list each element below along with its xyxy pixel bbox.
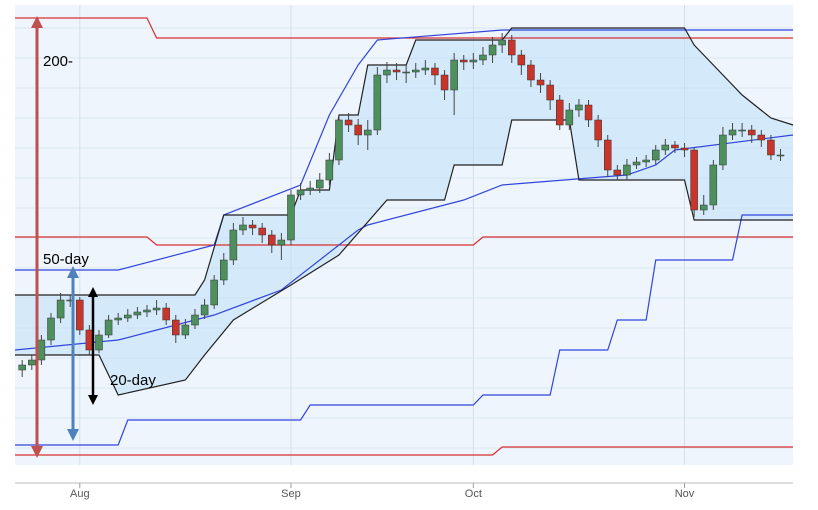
candle-body (364, 129, 372, 136)
candle-body (354, 124, 362, 136)
candle-body (143, 309, 151, 313)
candle-body (584, 104, 593, 121)
candle-body (498, 39, 506, 46)
candle-body (603, 139, 612, 171)
candle-body (632, 161, 641, 166)
x-tick-label: Nov (675, 488, 695, 500)
candle-body (383, 69, 391, 76)
plot-layer (14, 17, 794, 456)
candle-body (220, 259, 228, 281)
candle-body (412, 69, 420, 73)
candle-body (594, 119, 602, 141)
candle-body (460, 59, 468, 63)
channel-line (15, 27, 794, 296)
candle-body (114, 317, 122, 321)
x-tick-label: Sep (281, 488, 301, 500)
channel-line (15, 236, 793, 246)
candle-body (651, 149, 660, 161)
channel-line (15, 17, 793, 39)
candle-body (287, 194, 295, 241)
candle-body (316, 179, 324, 189)
candle-body (623, 164, 631, 176)
candle-body (76, 299, 84, 331)
x-tick-label: Aug (70, 488, 90, 500)
candle-body (28, 359, 36, 366)
candle-body (431, 67, 439, 76)
candle-body (747, 129, 756, 136)
annotation: 200- (43, 53, 73, 70)
candle-body (306, 187, 314, 191)
candle-body (325, 159, 334, 181)
candle-body (191, 314, 199, 326)
candle-body (719, 134, 727, 166)
candle-body (296, 189, 305, 196)
candle-body (104, 319, 113, 336)
candle-body (690, 149, 698, 211)
grid: Aug Sep Oct Nov (15, 5, 793, 500)
candle-body (95, 334, 103, 351)
candle-body (671, 144, 679, 149)
channel-line (15, 29, 793, 271)
channel-line (15, 214, 793, 446)
candle-body (133, 311, 142, 316)
candle-body (469, 59, 478, 63)
candle-body (709, 164, 718, 206)
candle-body (440, 74, 449, 91)
candle-body (546, 84, 554, 101)
candle-body (699, 204, 708, 211)
candle-body (124, 314, 132, 319)
candle-body (661, 144, 670, 151)
channel-line (15, 119, 793, 396)
candle-body (527, 64, 535, 81)
candle-body (767, 139, 775, 156)
candle-body (565, 109, 574, 126)
candle-body (210, 279, 218, 306)
candle-body (152, 307, 161, 311)
candle-body (258, 227, 266, 236)
candle-body (239, 224, 247, 231)
candle-body (680, 147, 689, 151)
candle-body (728, 129, 737, 136)
candle-body (776, 154, 785, 157)
candle-body (738, 129, 746, 132)
candle-body (181, 324, 190, 336)
candle-body (555, 99, 564, 126)
candle-body (517, 54, 526, 66)
candle-body (642, 159, 650, 163)
x-tick-label: Oct (465, 488, 482, 500)
candle-body (373, 74, 382, 131)
candle-body (488, 44, 497, 56)
candle-body (335, 119, 343, 161)
candle-body (575, 104, 583, 111)
annotation: 20-day (110, 372, 156, 389)
candle-body (56, 299, 65, 319)
candle-body (229, 229, 238, 261)
candle-body (47, 317, 55, 341)
candle-body (421, 67, 430, 71)
annotation: 50-day (43, 251, 89, 268)
candle-body (402, 71, 410, 74)
candle-body (536, 79, 545, 86)
candle-body (277, 239, 286, 246)
candle-body (268, 234, 276, 246)
candle-body (37, 339, 46, 361)
candle-body (162, 307, 170, 321)
candle-body (172, 319, 180, 336)
candle-body (392, 69, 401, 73)
candle-body (200, 304, 209, 316)
candle-body (450, 59, 458, 91)
candle-body (757, 134, 766, 141)
candle-body (248, 224, 257, 229)
candle-body (344, 119, 353, 126)
candle-body (479, 54, 487, 61)
candle-body (18, 364, 26, 371)
candle-body (613, 169, 622, 176)
channel-line (15, 446, 793, 456)
candle-body (507, 39, 516, 56)
